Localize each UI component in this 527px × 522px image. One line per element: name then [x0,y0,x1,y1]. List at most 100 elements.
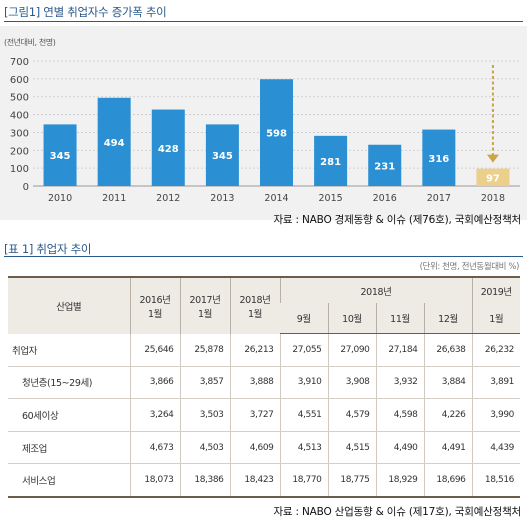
x-tick-label: 2018 [481,193,505,204]
bar [422,129,456,186]
table-cell: 27,184 [375,333,424,367]
table-cell: 26,638 [423,333,472,367]
table-cell: 3,264 [129,398,180,432]
y-tick-label: 400 [10,111,29,122]
data-label: 494 [104,138,125,149]
table-cell: 4,503 [179,431,230,465]
table-title: [표 1] 취업자 추이 [4,242,92,256]
x-tick-label: 2015 [319,193,343,204]
employment-table: 산업별 2016년 1월 2017년 1월 2018년 1월 2018년 201… [8,276,520,498]
bar [151,109,185,186]
x-tick-label: 2011 [102,193,126,204]
header-sep: 9월 [280,303,328,334]
row-label: 서비스업 [8,463,130,498]
chart-annotation [486,65,499,163]
table-header-row: 산업별 2016년 1월 2017년 1월 2018년 1월 2018년 201… [8,276,520,334]
table-cell: 4,673 [129,431,180,465]
table-cell: 3,857 [179,366,230,400]
y-tick-label: 300 [10,128,29,139]
y-tick-label: 0 [23,182,29,193]
table-cell: 3,727 [229,398,280,432]
figure-source: 자료 : NABO 경제동향 & 이슈 (제76호), 국회예산정책처 [273,214,521,226]
row-label: 제조업 [8,431,130,465]
table-body: 취업자 25,646 25,878 26,213 27,055 27,090 27,184 2… [8,333,520,498]
data-label: 345 [50,151,71,162]
bar [368,144,402,186]
bar [260,79,293,186]
row-label: 60세이상 [8,398,130,432]
table-cell: 25,878 [179,333,230,367]
x-tick-label: 2017 [427,193,451,204]
table-cell: 3,932 [375,366,424,400]
table-cell: 26,232 [471,333,520,367]
header-nov: 11월 [375,303,424,334]
table-cell: 4,609 [229,431,280,465]
table-row: 취업자 25,646 25,878 26,213 27,055 27,090 27,184 2… [8,333,520,367]
table-cell: 4,579 [327,398,376,432]
data-label: 281 [320,157,341,168]
bar [476,168,510,186]
table-cell: 18,516 [471,463,520,498]
header-2017-jan: 2017년 1월 [179,276,230,334]
header-dec: 12월 [423,303,472,334]
y-tick-label: 500 [10,93,29,104]
table-cell: 3,888 [229,366,280,400]
table-row: 60세이상 3,264 3,503 3,727 4,551 4,579 4,598 4,226… [8,398,520,432]
header-oct: 10월 [327,303,376,334]
table-source: 자료 : NABO 산업동향 & 이슈 (제17호), 국회예산정책처 [273,506,521,518]
table-cell: 18,696 [423,463,472,498]
x-tick-label: 2014 [264,193,288,204]
table-cell: 27,055 [279,333,328,367]
data-label: 345 [212,151,233,162]
table-cell: 3,866 [129,366,180,400]
bar [205,124,239,186]
data-label: 97 [486,173,500,184]
x-tick-label: 2013 [210,193,234,204]
table-cell: 18,423 [229,463,280,498]
header-industry: 산업별 [8,276,130,334]
data-label: 231 [374,161,395,172]
table-cell: 4,490 [375,431,424,465]
y-tick-label: 600 [10,75,29,86]
table-cell: 18,073 [129,463,180,498]
table-cell: 18,770 [279,463,328,498]
y-tick-label: 200 [10,146,29,157]
table-cell: 4,515 [327,431,376,465]
table-cell: 25,646 [129,333,180,367]
header-2018-jan: 2018년 1월 [229,276,280,334]
x-tick-label: 2010 [48,193,72,204]
table-cell: 4,226 [423,398,472,432]
figure-title: [그림1] 연별 취업자수 증가폭 추이 [4,5,167,19]
annotation-arrow-head [486,154,499,163]
table-cell: 3,884 [423,366,472,400]
row-label: 취업자 [8,333,130,367]
table-cell: 3,503 [179,398,230,432]
table-cell: 26,213 [229,333,280,367]
table-cell: 4,439 [471,431,520,465]
table-cell: 4,551 [279,398,328,432]
figure-title-rule [4,21,523,22]
table-row: 제조업 4,673 4,503 4,609 4,513 4,515 4,490 4,491 4,… [8,431,520,465]
bar [97,97,131,186]
x-tick-label: 2016 [373,193,397,204]
table-row: 서비스업 18,073 18,386 18,423 18,770 18,775 18,929… [8,463,520,498]
data-label: 598 [266,129,287,140]
chart-data-labels: 345 494 428 345 598 281 231 316 97 [50,129,500,185]
table-cell: 18,775 [327,463,376,498]
chart-bars [43,79,510,186]
table-unit-note: (단위: 천명, 전년동월대비 %) [419,262,520,272]
table-cell: 4,513 [279,431,328,465]
table-cell: 3,990 [471,398,520,432]
data-label: 428 [158,144,179,155]
header-2019: 2019년 [471,276,520,303]
y-tick-label: 700 [10,57,29,68]
table-row: 청년층(15~29세) 3,866 3,857 3,888 3,910 3,908 3,93… [8,366,520,400]
table-cell: 3,891 [471,366,520,400]
y-tick-label: 100 [10,164,29,175]
bar-chart: 0 100 200 300 400 500 600 700 2010 2011 2012 2013 20… [10,57,520,204]
header-2019-jan: 1월 [471,303,520,334]
data-label: 316 [428,154,449,165]
bar [43,124,77,186]
table-cell: 3,910 [279,366,328,400]
table-cell: 18,929 [375,463,424,498]
